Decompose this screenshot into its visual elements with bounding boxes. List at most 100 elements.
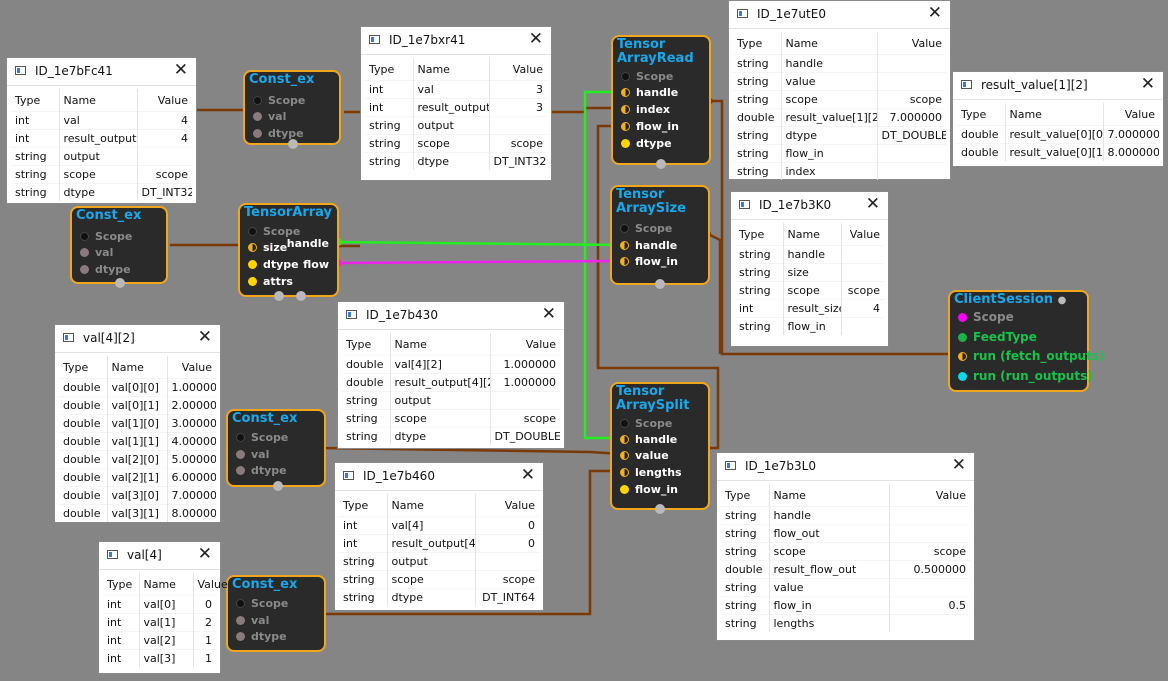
column-header[interactable]: Value: [525, 337, 556, 351]
column-header[interactable]: Value: [1124, 107, 1155, 121]
port-val[interactable]: val: [236, 614, 269, 628]
window-titlebar[interactable]: val[4] ✕: [99, 542, 220, 570]
table-row[interactable]: int val[1] 2: [103, 613, 216, 632]
resize-handle-icon[interactable]: [273, 481, 283, 491]
table-row[interactable]: string flow_in: [735, 317, 884, 335]
column-header[interactable]: Name: [413, 58, 490, 81]
table-row[interactable]: string flow_out: [721, 524, 970, 543]
table-row[interactable]: string dtype DT_DOUBLE: [342, 427, 560, 445]
tensor-array-read-node[interactable]: Tensor ArrayRead Scope handle index flow_…: [611, 35, 711, 169]
property-window[interactable]: val[4][2] ✕ Type Name Value double val[0][0] 1.…: [54, 324, 221, 523]
window-titlebar[interactable]: val[4][2] ✕: [55, 325, 220, 353]
column-header[interactable]: Value: [911, 36, 942, 50]
close-icon[interactable]: ✕: [173, 60, 188, 80]
close-icon[interactable]: ✕: [951, 455, 966, 475]
column-header[interactable]: Type: [339, 494, 388, 517]
port-handle[interactable]: handle: [621, 86, 678, 100]
port-scope[interactable]: Scope: [620, 222, 672, 236]
table-row[interactable]: int val 4: [11, 111, 192, 130]
table-row[interactable]: string dtype DT_DOUBLE: [733, 126, 946, 145]
table-row[interactable]: double result_output[4][2] 1.000000: [342, 373, 560, 392]
table-row[interactable]: string handle: [733, 54, 946, 73]
property-window[interactable]: ID_1e7bxr41 ✕ Type Name Value int val 3 int resul…: [360, 26, 552, 181]
table-row[interactable]: int val[3] 1: [103, 649, 216, 667]
column-header[interactable]: Type: [11, 89, 60, 112]
property-window[interactable]: ID_1e7b3L0 ✕ Type Name Value string handle stri…: [716, 452, 975, 641]
table-row[interactable]: string value: [721, 578, 970, 597]
column-header[interactable]: Value: [181, 360, 212, 374]
property-window[interactable]: ID_1e7utE0 ✕ Type Name Value string handle stri…: [728, 0, 951, 180]
table-row[interactable]: string output: [339, 552, 539, 571]
port-run-run-outputs[interactable]: run (run_outputs): [958, 369, 1093, 383]
table-row[interactable]: string scope scope: [11, 165, 192, 184]
port-scope[interactable]: Scope: [80, 230, 132, 244]
resize-handle-icon[interactable]: [115, 278, 125, 288]
close-icon[interactable]: ✕: [520, 465, 535, 485]
port-dtype[interactable]: dtype: [621, 137, 672, 151]
window-titlebar[interactable]: result_value[1][2] ✕: [953, 72, 1163, 100]
resize-handle-icon[interactable]: [655, 504, 665, 514]
output-handle[interactable]: handle: [286, 237, 329, 250]
table-row[interactable]: string dtype DT_INT64: [339, 588, 539, 606]
port-dtype[interactable]: dtype: [80, 263, 131, 277]
table-row[interactable]: string output: [11, 147, 192, 166]
table-row[interactable]: string index: [733, 162, 946, 180]
client-session-node[interactable]: ClientSession ● Scope FeedType run (fetc…: [948, 290, 1104, 392]
port-flow-in[interactable]: flow_in: [620, 483, 678, 497]
table-row[interactable]: double result_flow_out 0.500000: [721, 560, 970, 579]
table-row[interactable]: double result_value[0][1] 8.000000: [957, 143, 1159, 161]
column-header[interactable]: Value: [157, 93, 188, 107]
port-scope[interactable]: Scope: [253, 94, 305, 108]
port-scope[interactable]: Scope: [236, 597, 288, 611]
property-window[interactable]: result_value[1][2] ✕ Type Name Value double re…: [952, 71, 1164, 167]
table-row[interactable]: string dtype DT_INT32: [11, 183, 192, 201]
table-row[interactable]: double result_value[0][0] 7.000000: [957, 125, 1159, 144]
const-ex-node-1[interactable]: Const_ex Scope val dtype: [243, 70, 341, 149]
column-header[interactable]: Value: [504, 498, 535, 512]
property-window[interactable]: ID_1e7bFc41 ✕ Type Name Value int val 4 int resul…: [6, 57, 197, 204]
column-header[interactable]: Value: [935, 488, 966, 502]
port-size[interactable]: size: [248, 241, 287, 255]
column-header[interactable]: Type: [59, 356, 108, 379]
window-titlebar[interactable]: ID_1e7b3K0 ✕: [731, 192, 888, 220]
port-feedtype[interactable]: FeedType: [958, 330, 1037, 344]
window-titlebar[interactable]: ID_1e7b430 ✕: [338, 302, 564, 330]
port-val[interactable]: val: [236, 448, 269, 462]
column-header[interactable]: Type: [957, 103, 1006, 126]
port-index[interactable]: index: [621, 103, 670, 117]
column-header[interactable]: Name: [387, 494, 476, 517]
port-flow-in[interactable]: flow_in: [620, 255, 678, 269]
resize-handle-icon[interactable]: [288, 139, 298, 149]
port-dtype[interactable]: dtype: [253, 127, 304, 141]
port-flow-in[interactable]: flow_in: [621, 120, 679, 134]
property-window[interactable]: ID_1e7b430 ✕ Type Name Value double val[4][2] 1…: [337, 301, 565, 449]
resize-handle-icon[interactable]: [274, 291, 284, 301]
resize-handle-icon[interactable]: [655, 279, 665, 289]
table-row[interactable]: string handle: [721, 506, 970, 525]
close-icon[interactable]: ✕: [865, 194, 880, 214]
const-ex-node-2[interactable]: Const_ex Scope val dtype: [70, 206, 168, 288]
port-lengths[interactable]: lengths: [620, 466, 682, 480]
table-row[interactable]: string output: [365, 116, 547, 135]
table-row[interactable]: string scope scope: [339, 570, 539, 589]
property-window[interactable]: ID_1e7b460 ✕ Type Name Value int val[4] 0 int res…: [334, 462, 544, 611]
column-header[interactable]: Type: [342, 333, 391, 356]
port-scope[interactable]: Scope: [236, 431, 288, 445]
table-row[interactable]: string value: [733, 72, 946, 91]
resize-handle-icon[interactable]: [656, 159, 666, 169]
table-row[interactable]: string handle: [735, 245, 884, 264]
port-scope[interactable]: Scope: [958, 310, 1014, 324]
column-header[interactable]: Name: [1005, 103, 1104, 126]
table-row[interactable]: int result_output 3: [365, 98, 547, 117]
output-flow[interactable]: flow: [303, 258, 329, 271]
tensor-array-node[interactable]: TensorArray Scope size dtype attrs handl…: [238, 203, 339, 301]
port-scope[interactable]: Scope: [621, 70, 673, 84]
close-icon[interactable]: ✕: [541, 304, 556, 324]
table-row[interactable]: int result_size 4: [735, 299, 884, 318]
